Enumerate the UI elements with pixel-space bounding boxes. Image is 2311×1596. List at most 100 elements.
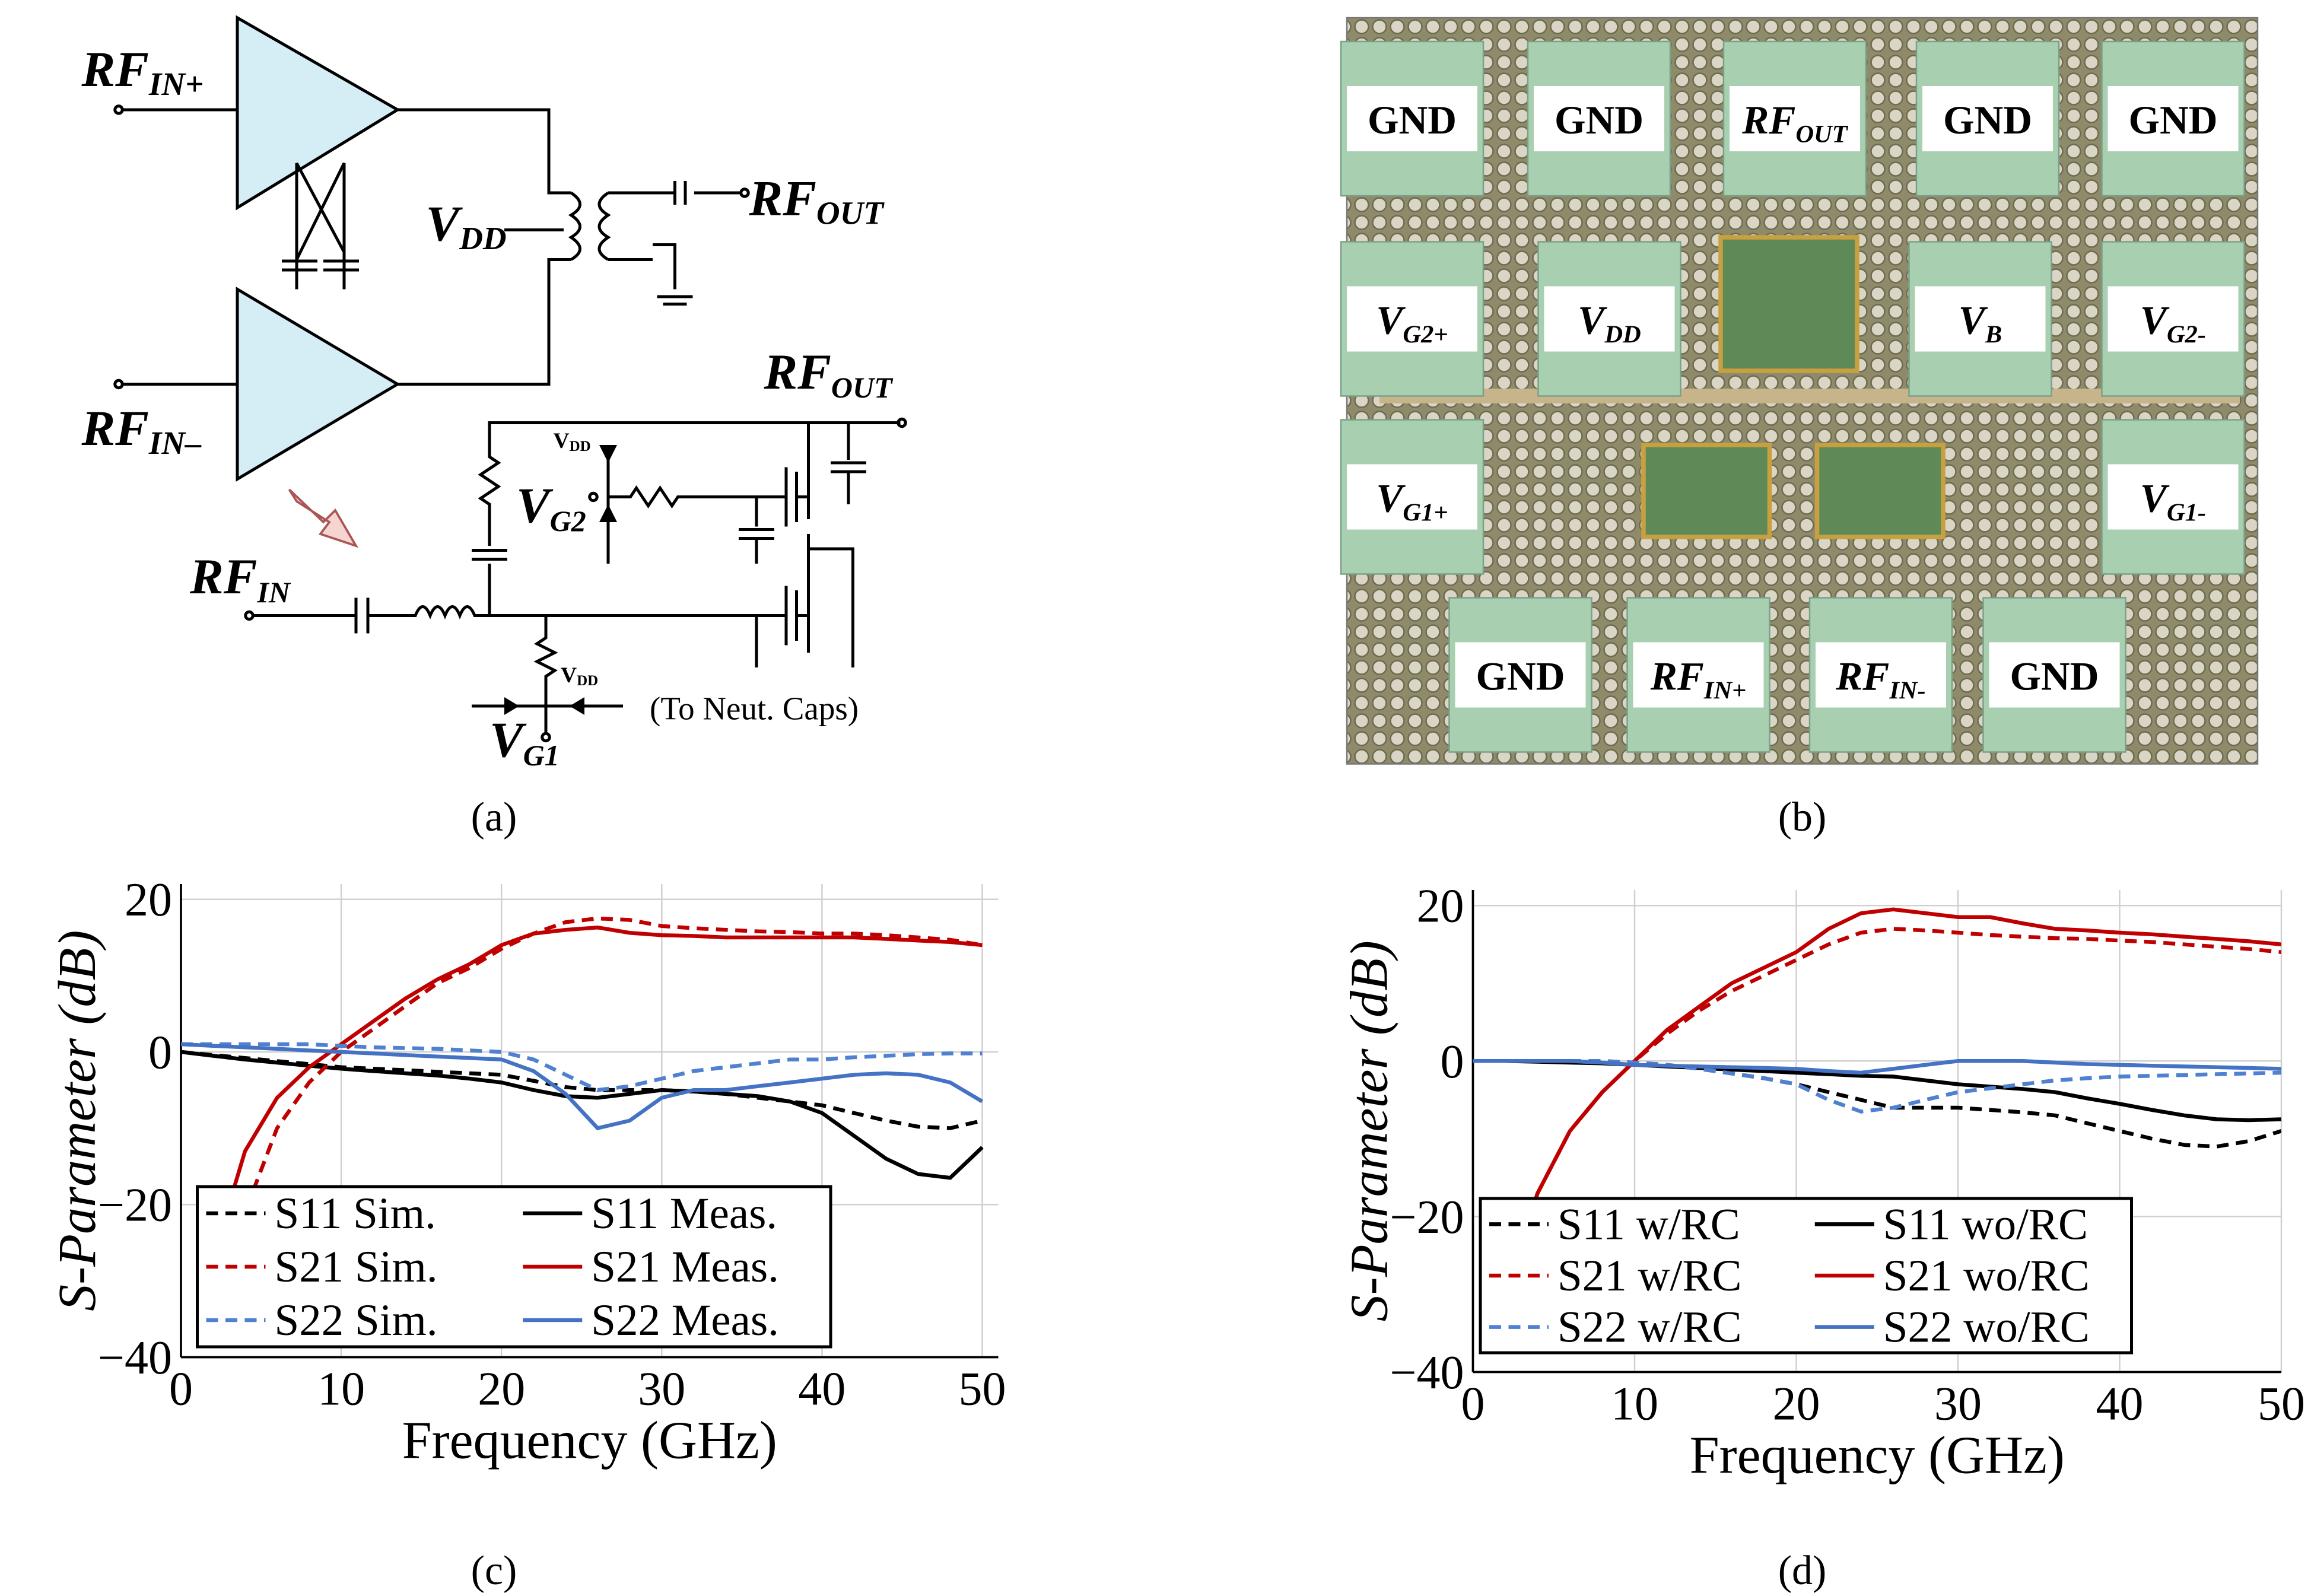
pad-label-box — [1347, 286, 1477, 352]
legend-label: S22 wo/RC — [1883, 1303, 2090, 1352]
legend-label: S22 Sim. — [275, 1296, 438, 1345]
pad-label-sub: DD — [1604, 321, 1641, 349]
x-tick-label: 10 — [317, 1363, 365, 1416]
series-line — [1473, 1059, 2281, 1114]
legend-label: S11 w/RC — [1557, 1200, 1740, 1249]
pad-label-sub: IN+ — [1703, 677, 1746, 705]
pad-label: VDD — [1578, 298, 1641, 349]
pad-label-sub: G1- — [2167, 499, 2206, 527]
pad-label: VG2+ — [1376, 298, 1448, 349]
pad-label-main: GND — [1555, 98, 1644, 142]
y-axis-label: S-Parameter (dB) — [1340, 940, 1399, 1321]
y-tick-label: 20 — [1417, 880, 1464, 933]
label: VG2 — [516, 478, 586, 538]
label: RFOUT — [764, 344, 894, 404]
legend-box — [1479, 1197, 2133, 1355]
legend-label: S11 Meas. — [591, 1189, 777, 1238]
pad-label-sub: G1+ — [1403, 499, 1448, 527]
series-line — [1473, 1059, 2281, 1075]
pad-label: VB — [1959, 298, 2002, 349]
label: RFIN — [189, 549, 291, 609]
y-tick-label: −40 — [98, 1332, 172, 1384]
pad-label-main: RF — [1650, 654, 1704, 699]
y-tick-label: −20 — [1390, 1191, 1464, 1244]
pad-label-sub: G2- — [2167, 321, 2206, 349]
schematic: RFIN+ RFIN– VDD RFOUT RFOUT VDD VG2 RFIN… — [81, 15, 907, 772]
pad-label-box — [2107, 286, 2239, 352]
legend-label: S21 w/RC — [1557, 1251, 1742, 1301]
legend-label: S21 Sim. — [275, 1242, 438, 1292]
legend-label: S21 Meas. — [591, 1242, 779, 1292]
inductor — [1641, 443, 1772, 539]
bus — [1379, 389, 2240, 403]
pad-label-sub: B — [1985, 321, 2002, 349]
y-tick-label: −40 — [1390, 1347, 1464, 1399]
series-line — [181, 1042, 984, 1131]
arrow — [288, 488, 359, 548]
legend-label: S21 wo/RC — [1883, 1251, 2090, 1301]
x-tick-label: 0 — [1461, 1378, 1485, 1430]
pad-label-main: V — [2140, 298, 2170, 343]
wire — [252, 421, 901, 735]
inductor — [1814, 443, 1946, 539]
y-tick-label: 0 — [148, 1026, 172, 1079]
pad-label: GND — [1368, 98, 1457, 142]
pad-label-box — [1633, 642, 1764, 708]
label: VDD — [561, 663, 598, 689]
label: RFIN– — [81, 400, 202, 461]
y-tick-label: −20 — [98, 1179, 172, 1232]
pad-label-main: V — [2140, 476, 2170, 521]
pad-label: RFIN- — [1835, 654, 1925, 705]
pad-label-box — [1915, 286, 2046, 352]
pad-label-box — [1816, 642, 1946, 708]
pad-label-main: V — [1376, 476, 1406, 521]
caption: (a) — [471, 794, 517, 840]
x-axis-label: Frequency (GHz) — [402, 1411, 777, 1470]
pad-label: VG1+ — [1376, 476, 1448, 527]
x-tick-label: 0 — [169, 1363, 193, 1416]
caption: (b) — [1778, 794, 1827, 840]
pad-label-box — [1544, 286, 1675, 352]
label: VDD — [426, 196, 507, 256]
x-tick-label: 30 — [1934, 1378, 1982, 1430]
pad-label: RFOUT — [1741, 98, 1848, 148]
label: VG1 — [489, 712, 560, 772]
pad-label-box — [2107, 86, 2239, 151]
pad-label: RFIN+ — [1650, 654, 1746, 705]
y-axis-label: S-Parameter (dB) — [48, 930, 107, 1311]
pad-label: GND — [2010, 654, 2099, 699]
caption: (c) — [471, 1548, 517, 1594]
pad-label-box — [1455, 642, 1586, 708]
pad-label-sub: G2+ — [1403, 321, 1448, 349]
x-tick-label: 30 — [638, 1363, 685, 1416]
transformer — [504, 181, 687, 261]
series-line — [1473, 1059, 2281, 1149]
note: (To Neut. Caps) — [650, 691, 859, 727]
pad-label-main: GND — [2129, 98, 2218, 142]
pad-label-main: RF — [1741, 98, 1795, 142]
legend-label: S22 w/RC — [1557, 1303, 1742, 1352]
pad-label-box — [1347, 86, 1477, 151]
series-line — [211, 916, 983, 1320]
pad-label-main: GND — [2010, 654, 2099, 699]
x-tick-label: 50 — [2258, 1378, 2305, 1430]
pad-label-main: GND — [1476, 654, 1565, 699]
pad-label: VG2- — [2140, 298, 2206, 349]
pad-label: GND — [1943, 98, 2032, 142]
inductor — [1718, 235, 1859, 373]
pad-label-main: V — [1578, 298, 1607, 343]
pad-label-box — [1989, 642, 2120, 708]
x-tick-label: 40 — [2096, 1378, 2144, 1430]
legend-label: S11 Sim. — [275, 1189, 436, 1238]
series-line — [181, 1050, 984, 1180]
legend-label: S11 wo/RC — [1883, 1200, 2088, 1249]
series-line — [1503, 927, 2281, 1287]
caption: (d) — [1778, 1548, 1827, 1594]
amplifier — [236, 287, 400, 482]
pad-label-main: GND — [1368, 98, 1457, 142]
pad-label-main: RF — [1835, 654, 1889, 699]
pad-label-main: GND — [1943, 98, 2032, 142]
